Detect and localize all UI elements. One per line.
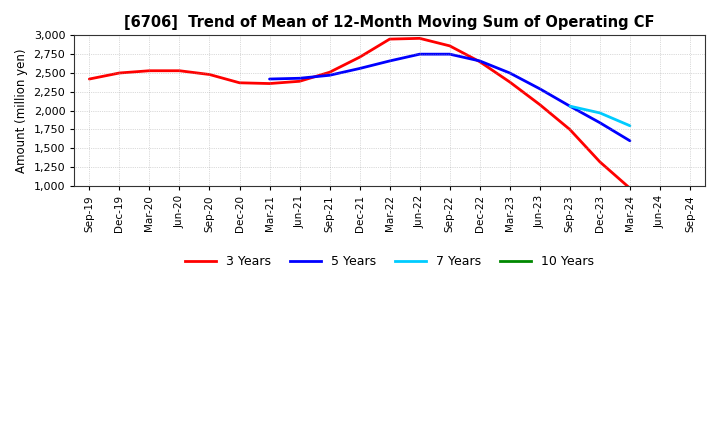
Y-axis label: Amount (million yen): Amount (million yen) <box>15 48 28 173</box>
Title: [6706]  Trend of Mean of 12-Month Moving Sum of Operating CF: [6706] Trend of Mean of 12-Month Moving … <box>125 15 655 30</box>
Legend: 3 Years, 5 Years, 7 Years, 10 Years: 3 Years, 5 Years, 7 Years, 10 Years <box>180 250 600 273</box>
